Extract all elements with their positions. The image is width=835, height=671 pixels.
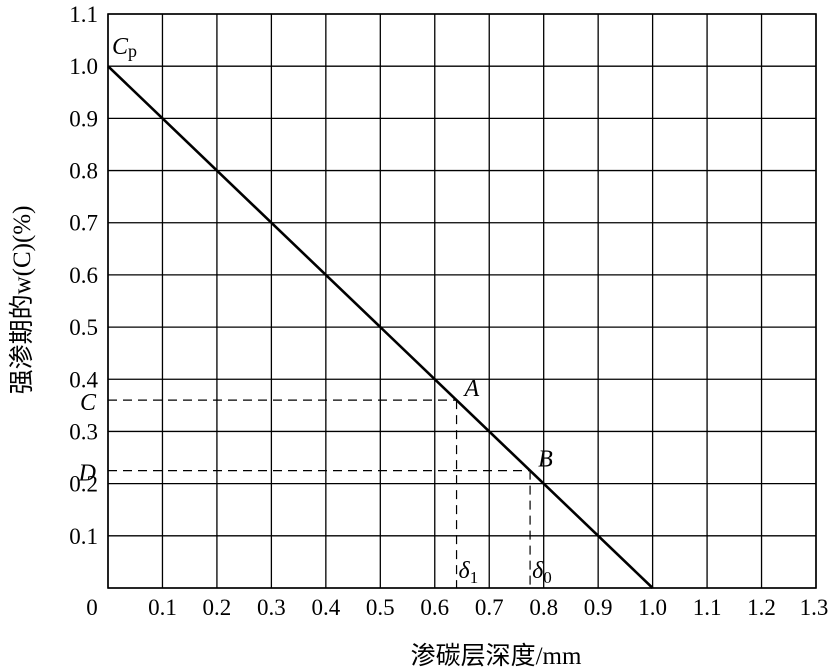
tick-labels: 0 0.1 0.2 0.3 0.4 0.5 0.6 0.7 0.8 0.9 1.0 1.1 1.2 1.3… xyxy=(69,2,828,620)
y-tick-label: 0.3 xyxy=(69,419,98,444)
x-axis-title: 渗碳层深度/mm xyxy=(411,642,582,670)
x-tick-label: 1.1 xyxy=(693,595,722,620)
y-tick-label: 0.6 xyxy=(69,263,98,288)
x-tick-label: 1.2 xyxy=(747,595,776,620)
y-axis-title: 强渗期的w(C)(%) xyxy=(8,206,36,395)
y-tick-label: 0.7 xyxy=(69,211,98,236)
y-tick-label: 1.1 xyxy=(69,2,98,27)
x-marker-label: δ0 xyxy=(532,558,552,587)
x-tick-label: 0.3 xyxy=(257,595,286,620)
x-tick-label: 0.7 xyxy=(475,595,504,620)
x-tick-label: 0.4 xyxy=(311,595,340,620)
x-tick-label: 0.8 xyxy=(529,595,558,620)
point-label: A xyxy=(463,376,480,402)
x-tick-label: 1.0 xyxy=(638,595,667,620)
x-tick-label: 1.3 xyxy=(800,595,829,620)
line-label: Cp xyxy=(112,34,137,61)
y-tick-label: 0.4 xyxy=(69,367,98,392)
annotations: C D A Bδ1 δ0 Cp xyxy=(78,34,553,587)
data-series xyxy=(107,65,654,589)
series-line xyxy=(107,65,654,589)
y-tick-label: 0.5 xyxy=(69,315,98,340)
y-tick-label: 0.2 xyxy=(69,472,98,497)
y-tick-label: 0.1 xyxy=(69,524,98,549)
grid xyxy=(107,13,817,589)
x-tick-label: 0.1 xyxy=(148,595,177,620)
y-marker-label: C xyxy=(80,390,97,416)
x-tick-label: 0.6 xyxy=(420,595,449,620)
x-tick-label: 0 xyxy=(86,595,98,620)
x-tick-label: 0.5 xyxy=(366,595,395,620)
plot-frame xyxy=(107,13,817,589)
x-tick-label: 0.9 xyxy=(584,595,613,620)
y-tick-label: 0.8 xyxy=(69,159,98,184)
x-marker-label: δ1 xyxy=(459,558,479,587)
y-marker-label: D xyxy=(78,461,96,487)
y-tick-label: 1.0 xyxy=(69,54,98,79)
guide-lines xyxy=(108,399,531,588)
point-label: B xyxy=(538,447,553,473)
x-tick-label: 0.2 xyxy=(203,595,232,620)
y-tick-label: 0.9 xyxy=(69,106,98,131)
